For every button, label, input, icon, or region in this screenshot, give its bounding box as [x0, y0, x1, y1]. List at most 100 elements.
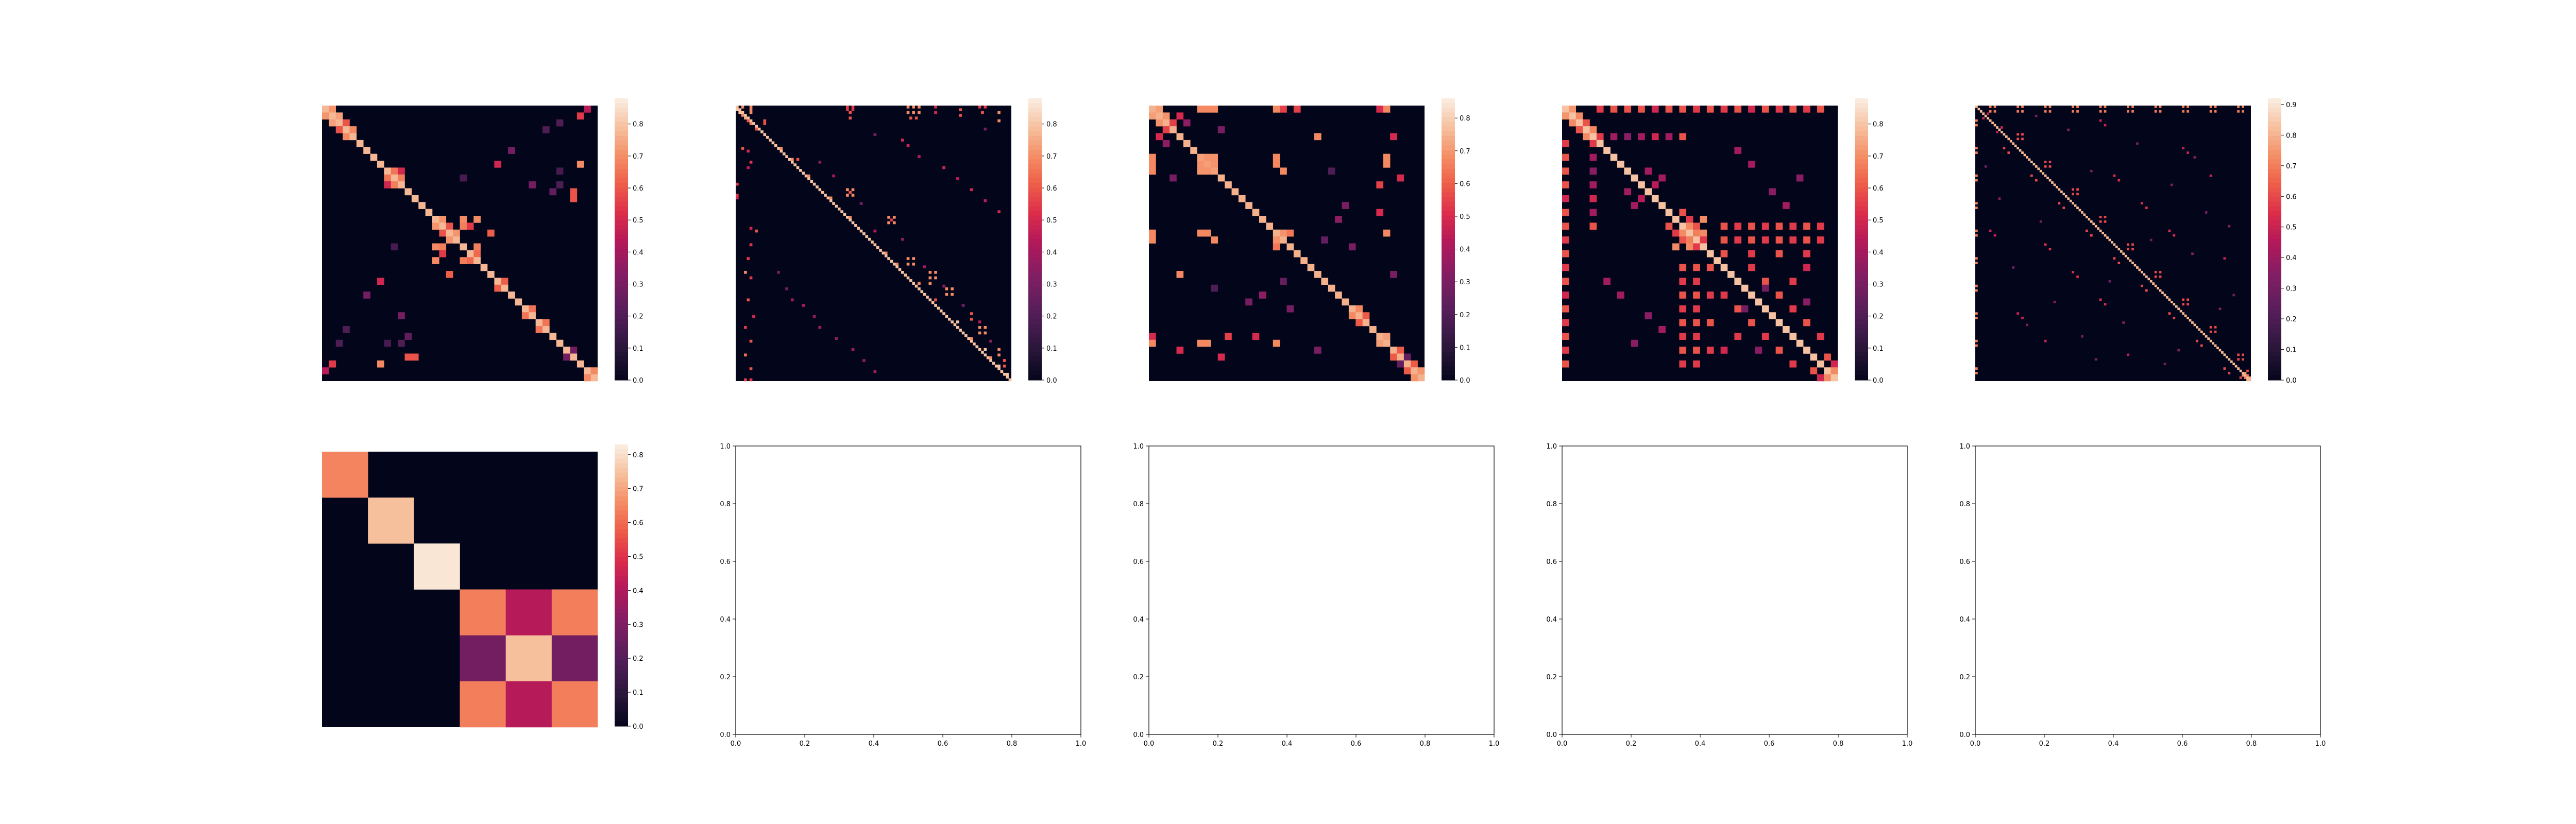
y-tick-label: 0.6 — [1546, 558, 1557, 566]
x-tick-label: 0.0 — [1970, 740, 1981, 748]
heatmap-cell — [2113, 174, 2116, 177]
heatmap-cell — [2214, 326, 2217, 329]
heatmap-cell — [398, 167, 405, 175]
colorbar-segment — [1442, 154, 1455, 160]
heatmap-cell — [892, 262, 896, 266]
heatmap-cell — [1803, 347, 1810, 354]
heatmap-cell — [329, 360, 336, 368]
heatmap-cell — [1348, 243, 1356, 251]
y-tick-label: 0.4 — [720, 616, 731, 624]
colorbar-segment — [615, 561, 628, 567]
heatmap-cell — [1686, 236, 1693, 244]
heatmap-cell — [1998, 128, 2001, 131]
heatmap-cell — [1589, 209, 1597, 216]
heatmap-cell — [2048, 110, 2052, 113]
heatmap-cell — [849, 216, 852, 219]
heatmap-cell — [749, 119, 753, 123]
heatmap-cell — [859, 229, 863, 233]
heatmap-cell — [1817, 236, 1824, 244]
colorbar-segment — [2268, 168, 2281, 174]
colorbar-segment — [615, 552, 628, 558]
heatmap-cell — [2090, 234, 2093, 237]
colorbar-segment — [2268, 159, 2281, 165]
heatmap-cell — [1761, 278, 1769, 285]
colorbar-segment — [615, 454, 628, 459]
heatmap-cell — [1761, 106, 1769, 113]
heatmap-cell — [2076, 106, 2079, 108]
heatmap-cell — [984, 199, 987, 202]
colorbar-segment — [1028, 263, 1042, 268]
colorbar-segment — [615, 225, 628, 230]
heatmap-cell — [1583, 133, 1590, 141]
heatmap-cell — [2237, 353, 2240, 356]
heatmap-cell — [2159, 106, 2162, 108]
heatmap-cell — [1383, 153, 1391, 161]
colorbar-segment — [1028, 314, 1042, 320]
heatmap-cell — [2048, 248, 2052, 251]
heatmap-cell — [2028, 158, 2031, 161]
colorbar-segment — [2268, 135, 2281, 141]
empty-axes-10: 0.0 0.2 0.4 0.6 0.8 1.0 0.0 0.2 0.4 0.6 0.8 1.0 — [1959, 443, 2326, 748]
axes-frame — [1562, 445, 1908, 735]
heatmap-cell — [322, 367, 329, 374]
heatmap-cell — [1720, 291, 1728, 299]
x-tick-label: 0.0 — [1144, 740, 1155, 748]
heatmap-cell — [2187, 303, 2189, 306]
colorbar-segment — [2268, 263, 2281, 268]
heatmap-cell — [2182, 303, 2185, 306]
colorbar-segment — [1442, 197, 1455, 202]
heatmap-cell — [2104, 234, 2107, 237]
heatmap-cell — [1679, 360, 1687, 368]
heatmap-cell — [1280, 229, 1287, 237]
heatmap-cell — [1686, 216, 1693, 223]
heatmap-cell — [2044, 339, 2047, 342]
heatmap-cell — [928, 282, 932, 285]
heatmap-cell — [793, 163, 796, 166]
heatmap-cell — [890, 218, 893, 221]
heatmap-cell — [2097, 227, 2100, 230]
heatmap-cell — [2154, 271, 2157, 273]
colorbar-segment — [1855, 337, 1868, 343]
heatmap-cell — [1403, 353, 1411, 361]
y-tick-label: 0.2 — [1546, 674, 1557, 681]
heatmap-cell — [1397, 347, 1404, 354]
heatmap-cell — [1693, 229, 1700, 237]
heatmap-cell — [1617, 161, 1624, 168]
colorbar-tick-label: 0.2 — [1460, 312, 1470, 319]
heatmap-cell — [1376, 333, 1384, 340]
heatmap-cell — [2149, 280, 2153, 283]
heatmap-cell — [2051, 181, 2054, 184]
y-tick-label: 0.4 — [1546, 616, 1557, 624]
heatmap-cell — [752, 315, 755, 318]
heatmap-cell — [1583, 119, 1590, 127]
heatmap-cell — [1824, 353, 1831, 361]
heatmap-cell — [763, 122, 767, 125]
heatmap-cell — [2129, 259, 2132, 262]
heatmap-cell — [1982, 112, 1985, 115]
heatmap-cell — [2242, 358, 2244, 361]
colorbar-segment — [1855, 187, 1868, 193]
colorbar-tick-label: 0.6 — [2286, 193, 2297, 201]
heatmap-cell — [556, 339, 564, 347]
heatmap-cell — [439, 250, 447, 258]
x-tick-label: 1.0 — [1076, 740, 1087, 748]
heatmap-cell — [1307, 264, 1315, 271]
heatmap-cell — [2127, 353, 2130, 356]
heatmap-cell — [749, 106, 753, 109]
heatmap-cell — [2145, 207, 2148, 209]
heatmap-cell — [804, 174, 808, 178]
colorbar-segment — [2268, 328, 2281, 334]
heatmap-cell — [2239, 376, 2242, 379]
heatmap-cell — [832, 174, 835, 178]
heatmap-cell — [1783, 326, 1790, 333]
colorbar-segment — [1028, 333, 1042, 338]
heatmap-cell — [1589, 133, 1597, 141]
y-tick-label: 0.2 — [1133, 674, 1144, 681]
heatmap-cell — [928, 271, 932, 274]
heatmap-cell — [1575, 112, 1583, 120]
heatmap-cell — [744, 271, 747, 274]
heatmap-cell — [898, 268, 902, 271]
colorbar-segment — [615, 103, 628, 108]
heatmap-cell — [945, 293, 948, 296]
heatmap-cell — [2228, 225, 2231, 228]
